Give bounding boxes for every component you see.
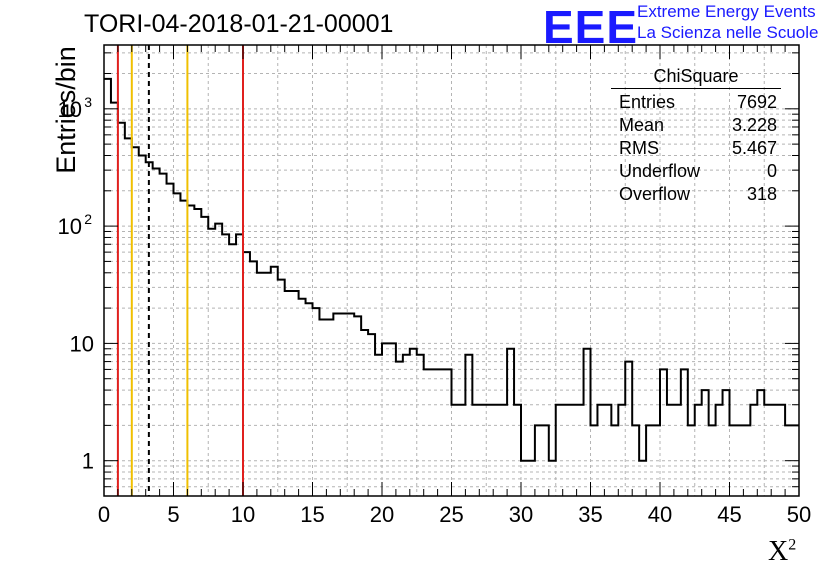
x-tick-label: 35 bbox=[578, 502, 602, 527]
stats-label: Underflow bbox=[619, 161, 701, 181]
y-tick-label-sup: 2 bbox=[84, 211, 92, 227]
y-axis-label: Entries/bin bbox=[51, 46, 81, 174]
x-tick-label: 40 bbox=[648, 502, 672, 527]
x-tick-label: 15 bbox=[300, 502, 324, 527]
x-tick-label: 50 bbox=[787, 502, 811, 527]
y-tick-label: 1 bbox=[82, 449, 94, 474]
stats-row-underflow: Underflow 0 bbox=[611, 160, 781, 183]
x-tick-label: 10 bbox=[231, 502, 255, 527]
y-tick-label-sup: 3 bbox=[84, 94, 92, 110]
stats-row-rms: RMS 5.467 bbox=[611, 137, 781, 160]
chart-title: TORI-04-2018-01-21-00001 bbox=[84, 10, 394, 38]
stats-row-mean: Mean 3.228 bbox=[611, 114, 781, 137]
x-tick-label: 30 bbox=[509, 502, 533, 527]
stats-label: RMS bbox=[619, 138, 659, 158]
stats-value: 5.467 bbox=[731, 138, 777, 158]
stats-label: Mean bbox=[619, 115, 665, 135]
logo-line-1: Extreme Energy Events bbox=[637, 2, 816, 21]
x-tick-label: 5 bbox=[167, 502, 179, 527]
y-tick-label: 10 bbox=[58, 97, 82, 122]
eee-logo: EEE bbox=[543, 1, 639, 53]
stats-value: 7692 bbox=[736, 92, 777, 112]
x-tick-label: 45 bbox=[717, 502, 741, 527]
stats-value: 3.228 bbox=[731, 115, 777, 135]
stats-row-entries: Entries 7692 bbox=[611, 91, 781, 114]
x-tick-label: 0 bbox=[98, 502, 110, 527]
x-axis-label-base: X bbox=[768, 536, 789, 567]
x-tick-label: 20 bbox=[370, 502, 394, 527]
stats-value: 318 bbox=[746, 184, 777, 204]
stats-box: ChiSquare Entries 7692 Mean 3.228 RMS 5.467… bbox=[611, 66, 781, 206]
stats-title: ChiSquare bbox=[611, 66, 781, 89]
stats-row-overflow: Overflow 318 bbox=[611, 183, 781, 206]
x-tick-label: 25 bbox=[439, 502, 463, 527]
stats-value: 0 bbox=[766, 161, 777, 181]
stats-label: Entries bbox=[619, 92, 676, 112]
y-tick-label: 10 bbox=[58, 214, 82, 239]
x-axis-label: X2 bbox=[768, 536, 796, 568]
stats-label: Overflow bbox=[619, 184, 691, 204]
x-axis-label-sup: 2 bbox=[788, 536, 797, 554]
logo-line-2: La Scienza nelle Scuole bbox=[637, 23, 819, 42]
y-tick-label: 10 bbox=[70, 331, 94, 356]
